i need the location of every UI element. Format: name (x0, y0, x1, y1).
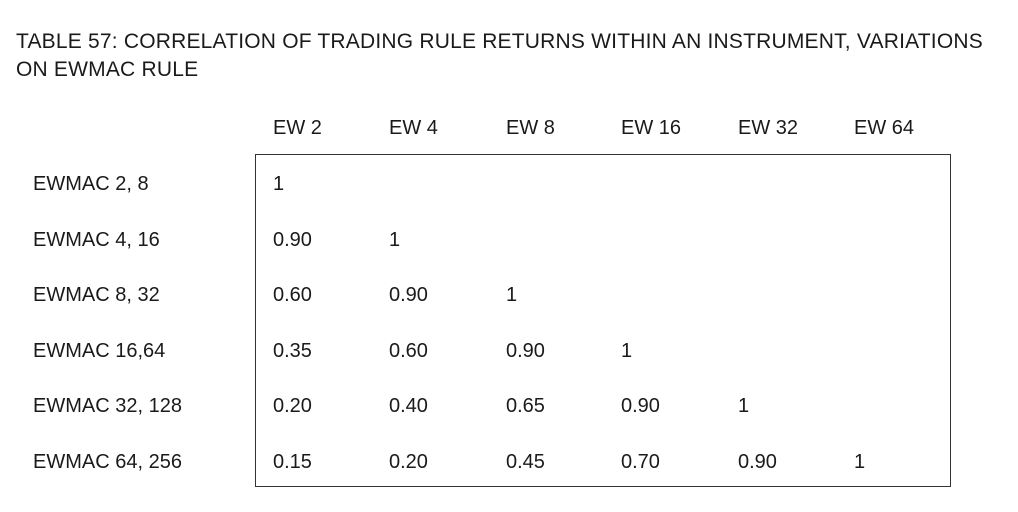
column-header-ew64: EW 64 (854, 117, 915, 139)
cell-r0-c0: 1 (273, 173, 285, 195)
cell-r3-c2: 0.90 (506, 340, 545, 362)
correlation-matrix-box (255, 154, 951, 487)
row-label-ewmac-32-128: EWMAC 32, 128 (33, 395, 182, 417)
row-label-ewmac-8-32: EWMAC 8, 32 (33, 284, 160, 306)
table-title: TABLE 57: CORRELATION OF TRADING RULE RE… (16, 30, 983, 81)
column-header-ew16: EW 16 (621, 117, 682, 139)
column-header-ew8: EW 8 (506, 117, 555, 139)
column-header-ew4: EW 4 (389, 117, 438, 139)
cell-r4-c4: 1 (738, 395, 750, 417)
cell-r4-c2: 0.65 (506, 395, 545, 417)
cell-r2-c2: 1 (506, 284, 518, 306)
cell-r5-c5: 1 (854, 451, 866, 473)
row-label-ewmac-64-256: EWMAC 64, 256 (33, 451, 182, 473)
cell-r3-c3: 1 (621, 340, 633, 362)
cell-r2-c1: 0.90 (389, 284, 428, 306)
cell-r4-c0: 0.20 (273, 395, 312, 417)
cell-r5-c2: 0.45 (506, 451, 545, 473)
row-label-ewmac-4-16: EWMAC 4, 16 (33, 229, 160, 251)
cell-r4-c1: 0.40 (389, 395, 428, 417)
row-label-ewmac-16-64: EWMAC 16,64 (33, 340, 166, 362)
column-header-ew2: EW 2 (273, 117, 322, 139)
cell-r3-c1: 0.60 (389, 340, 428, 362)
cell-r1-c0: 0.90 (273, 229, 312, 251)
cell-r5-c0: 0.15 (273, 451, 312, 473)
row-label-ewmac-2-8: EWMAC 2, 8 (33, 173, 149, 195)
cell-r1-c1: 1 (389, 229, 401, 251)
cell-r5-c1: 0.20 (389, 451, 428, 473)
cell-r2-c0: 0.60 (273, 284, 312, 306)
cell-r5-c4: 0.90 (738, 451, 777, 473)
cell-r5-c3: 0.70 (621, 451, 660, 473)
cell-r3-c0: 0.35 (273, 340, 312, 362)
cell-r4-c3: 0.90 (621, 395, 660, 417)
column-header-ew32: EW 32 (738, 117, 799, 139)
